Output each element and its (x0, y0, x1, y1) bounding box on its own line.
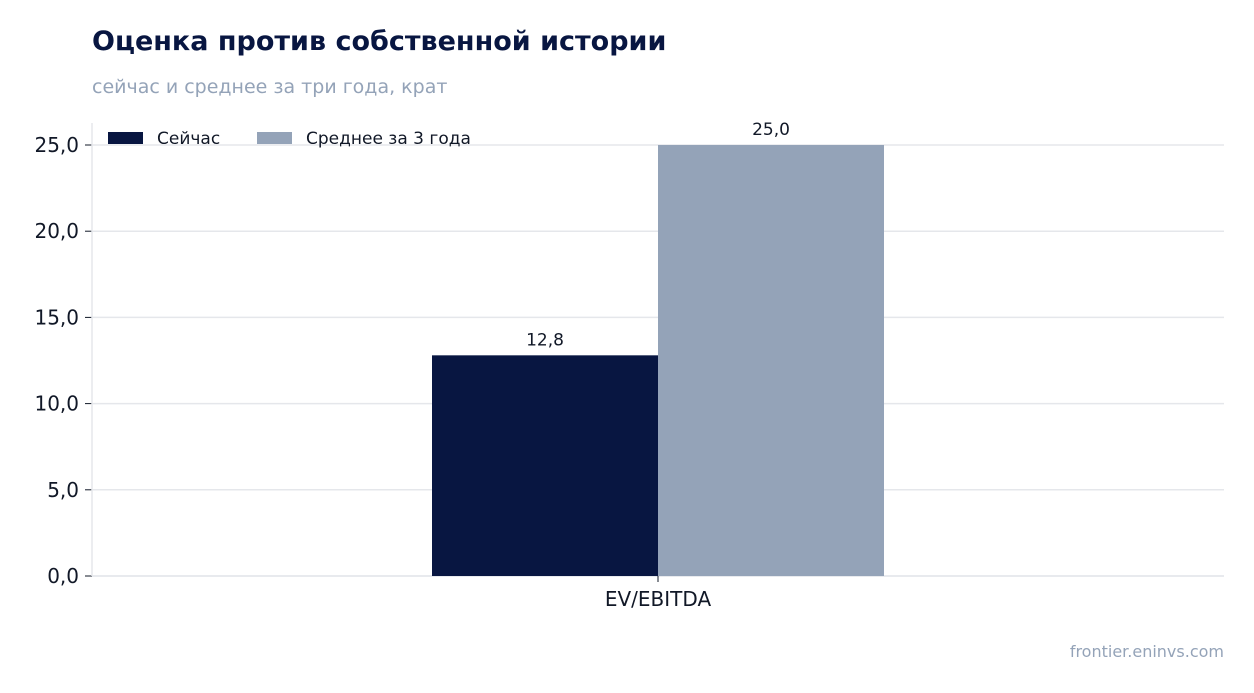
legend-swatch (108, 132, 143, 144)
bar-value-label: 25,0 (752, 120, 790, 140)
y-tick-label: 15,0 (34, 305, 79, 329)
source-credit: frontier.eninvs.com (1069, 642, 1224, 661)
legend-label: Среднее за 3 года (306, 129, 471, 149)
bar (658, 145, 884, 576)
y-tick-label: 25,0 (34, 133, 79, 157)
data-labels: 12,8 25,0 (526, 120, 790, 350)
chart-subtitle: сейчас и среднее за три года, крат (92, 76, 448, 98)
legend-label: Сейчас (157, 129, 220, 149)
y-tick-label: 20,0 (34, 219, 79, 243)
y-tick-label: 0,0 (47, 564, 79, 588)
chart-title: Оценка против собственной истории (92, 26, 667, 57)
legend: Сейчас Среднее за 3 года (108, 129, 471, 149)
bar (432, 355, 658, 576)
x-tick-label: EV/EBITDA (605, 587, 712, 611)
axes: 0,0 5,0 10,0 15,0 20,0 25,0 EV/EBITDA (34, 123, 1224, 611)
bar-value-label: 12,8 (526, 330, 564, 350)
bars (432, 145, 884, 576)
y-tick-label: 10,0 (34, 392, 79, 416)
legend-swatch (257, 132, 292, 144)
y-tick-label: 5,0 (47, 478, 79, 502)
